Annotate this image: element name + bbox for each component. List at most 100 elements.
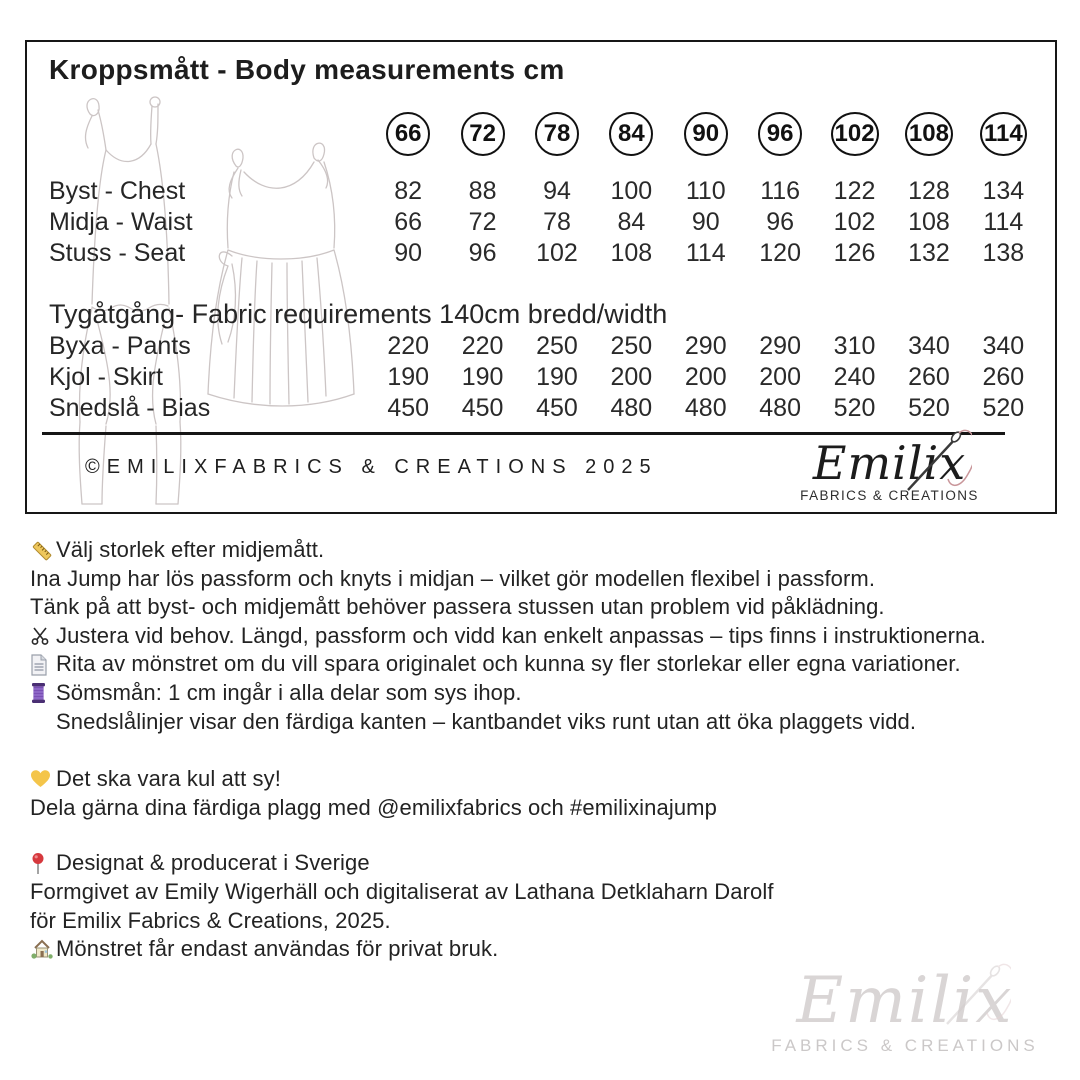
cell: 290 (684, 332, 727, 360)
cell: 520 (908, 394, 950, 422)
round-pushpin-icon (30, 852, 56, 876)
cell: 138 (982, 239, 1025, 267)
cell: 84 (617, 208, 646, 236)
row-label: Snedslå - Bias (49, 394, 211, 422)
cell: 310 (833, 332, 876, 360)
cell: 220 (387, 332, 430, 360)
cell: 450 (536, 394, 578, 422)
cell: 116 (760, 177, 801, 205)
table-row-seat: Stuss - Seat 90 96 102 108 114 120 126 1… (49, 238, 1041, 269)
cell: 90 (691, 208, 720, 236)
cell: 190 (461, 363, 504, 391)
watermark-needle-icon (946, 963, 1012, 1025)
cell: 290 (759, 332, 801, 360)
scissors-icon (30, 625, 56, 647)
copyright-text: ©EMILIXFABRICS & CREATIONS 2025 (85, 456, 658, 478)
cell: 480 (759, 394, 801, 422)
ruler-icon (30, 539, 56, 561)
row-label: Midja - Waist (49, 208, 193, 236)
cell: 108 (908, 208, 950, 236)
fabric-requirements-heading: Tygåtgång- Fabric requirements 140cm bre… (49, 299, 668, 329)
cell: 120 (759, 239, 801, 267)
note-text: Rita av mönstret om du vill spara origin… (56, 651, 961, 677)
size-badge: 66 (386, 112, 431, 156)
note-text: Det ska vara kul att sy! (56, 766, 281, 792)
cell: 82 (394, 177, 423, 205)
row-label: Kjol - Skirt (49, 363, 163, 391)
measurement-chart-box: Kroppsmått - Body measurements cm 66 72 … (25, 40, 1057, 514)
note-line: Tänk på att byst- och midjemått behöver … (30, 593, 1065, 622)
divider-line (42, 432, 1005, 435)
cell: 132 (908, 239, 950, 267)
cell: 190 (536, 363, 578, 391)
size-badge: 102 (830, 112, 879, 156)
table-row-waist: Midja - Waist 66 72 78 84 90 96 102 108 … (49, 207, 1041, 238)
cell: 200 (684, 363, 727, 391)
cell: 114 (983, 208, 1024, 236)
cell: 110 (685, 177, 726, 205)
cell: 72 (468, 208, 497, 236)
note-line: Mönstret får endast användas för privat … (30, 935, 1065, 964)
size-badge: 96 (758, 112, 803, 156)
size-badge: 114 (979, 112, 1027, 156)
cell: 340 (908, 332, 950, 360)
note-line: Ina Jump har lös passform och knyts i mi… (30, 565, 1065, 594)
cell: 96 (766, 208, 795, 236)
cell: 250 (536, 332, 578, 360)
cell: 480 (610, 394, 653, 422)
note-text: Formgivet av Emily Wigerhäll och digital… (30, 878, 774, 904)
thread-spool-icon (30, 682, 56, 704)
cell: 94 (543, 177, 571, 205)
cell: 250 (610, 332, 653, 360)
cell: 450 (461, 394, 504, 422)
table-row-bias: Snedslå - Bias 450 450 450 480 480 480 5… (49, 393, 1041, 424)
watermark-script: Emilix (797, 963, 1014, 1034)
note-line: Snedslålinjer visar den färdiga kanten –… (30, 708, 1065, 737)
house-icon (30, 938, 56, 960)
cell: 126 (833, 239, 876, 267)
table-row-pants: Byxa - Pants 220 220 250 250 290 290 310… (49, 331, 1041, 362)
emilix-logo: Emilix FABRICS & CREATIONS (772, 429, 1007, 503)
cell: 128 (908, 177, 950, 205)
note-line: Justera vid behov. Längd, passform och v… (30, 622, 1065, 651)
cell: 102 (833, 208, 876, 236)
note-line: Dela gärna dina färdiga plagg med @emili… (30, 794, 1065, 823)
garment-sketch (78, 96, 355, 505)
row-label: Byst - Chest (49, 177, 186, 205)
cell: 520 (982, 394, 1025, 422)
size-header-row: 66 72 78 84 90 96 102 108 114 (49, 110, 1041, 158)
cell: 102 (536, 239, 578, 267)
note-line: Det ska vara kul att sy! (30, 765, 1065, 794)
size-badge: 108 (904, 112, 953, 156)
cell: 190 (387, 363, 430, 391)
note-text: Justera vid behov. Längd, passform och v… (56, 622, 986, 648)
cell: 100 (610, 177, 653, 205)
note-text: Ina Jump har lös passform och knyts i mi… (30, 565, 876, 591)
cell: 450 (387, 394, 430, 422)
size-badge: 78 (534, 112, 579, 156)
emilix-watermark: Emilix FABRICS & CREATIONS (755, 963, 1055, 1056)
cell: 122 (833, 177, 876, 205)
emilix-logo-tagline: FABRICS & CREATIONS (800, 488, 979, 503)
cell: 260 (908, 363, 950, 391)
cell: 66 (394, 208, 423, 236)
cell: 114 (685, 239, 726, 267)
note-line: Formgivet av Emily Wigerhäll och digital… (30, 878, 1065, 907)
cell: 480 (684, 394, 727, 422)
cell: 200 (759, 363, 801, 391)
document-icon (30, 654, 56, 676)
notes-section: Välj storlek efter midjemått. Ina Jump h… (30, 536, 1065, 964)
cell: 108 (610, 239, 653, 267)
cell: 134 (982, 177, 1025, 205)
yellow-heart-icon (30, 769, 56, 789)
note-line: Rita av mönstret om du vill spara origin… (30, 650, 1065, 679)
size-badge: 84 (609, 112, 654, 156)
size-badge: 72 (460, 112, 505, 156)
cell: 96 (468, 239, 497, 267)
note-text: Dela gärna dina färdiga plagg med @emili… (30, 794, 717, 820)
emilix-logo-script: Emilix (813, 429, 973, 491)
cell: 90 (394, 239, 423, 267)
note-text: Snedslålinjer visar den färdiga kanten –… (56, 708, 917, 734)
cell: 520 (833, 394, 876, 422)
cell: 340 (982, 332, 1025, 360)
